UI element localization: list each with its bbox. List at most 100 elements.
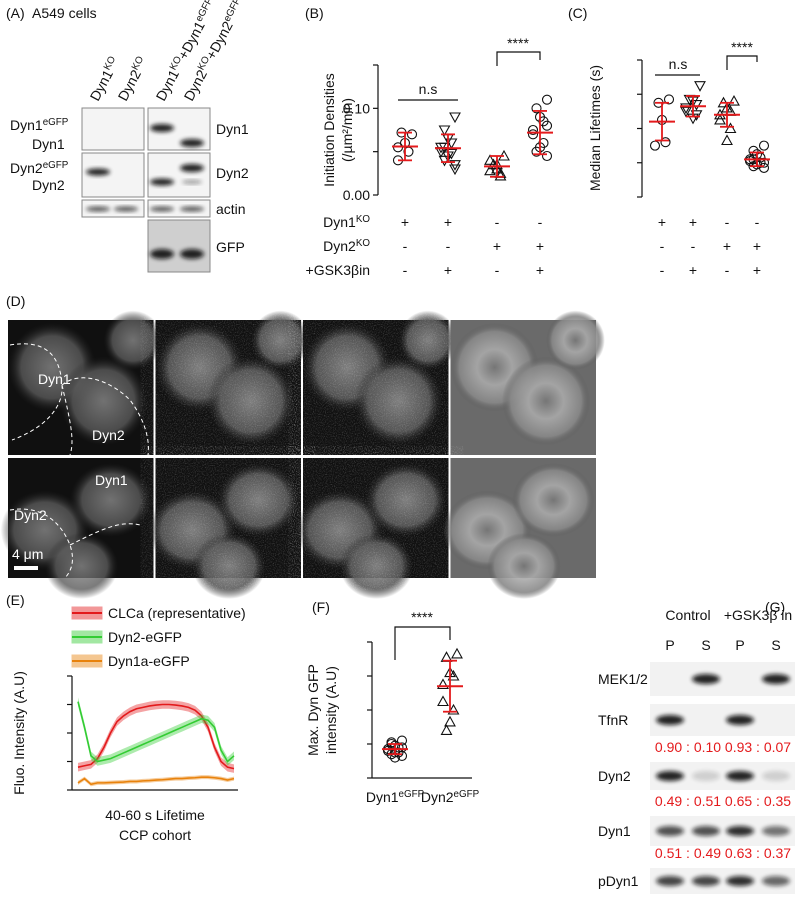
panel-label: (G) [765, 599, 785, 615]
lane-label: S [701, 637, 710, 653]
data-point [527, 129, 539, 140]
condition-sign: - [725, 262, 730, 278]
blot-band [150, 206, 174, 212]
data-point [451, 647, 463, 659]
data-point [690, 99, 703, 111]
blot-band [150, 124, 174, 132]
data-point [406, 129, 418, 140]
blot-band [726, 826, 754, 836]
data-point [728, 94, 740, 106]
row-label: Dyn2 [216, 165, 249, 181]
condition-sign: + [689, 214, 697, 230]
row-label: Dyn1 [216, 121, 249, 137]
blot-band [762, 826, 790, 836]
data-point [680, 103, 692, 115]
y-axis-label: Median Lifetimes (s) [587, 65, 603, 191]
blot-band [86, 168, 110, 176]
data-point [531, 103, 542, 114]
blot-band [180, 164, 204, 172]
ratio-label: 0.49 : 0.51 [655, 793, 721, 809]
panel-label: (B) [305, 5, 324, 21]
data-point [541, 120, 553, 131]
superscript: eGFP [43, 160, 69, 171]
superscript: KO [356, 214, 371, 225]
condition-sign: - [495, 214, 500, 230]
data-point [393, 742, 404, 753]
row-label: actin [216, 201, 246, 217]
superscript: KO [356, 238, 371, 249]
annotation: n.s [669, 56, 688, 72]
series-line [77, 701, 235, 763]
blot-band [692, 876, 720, 886]
cell-label: Dyn1 [95, 472, 128, 488]
text-part: Dyn2 [421, 789, 454, 805]
data-point [690, 110, 703, 121]
cell-label: Dyn1 [38, 371, 71, 387]
blot-band [762, 771, 790, 781]
condition-sign: + [401, 214, 409, 230]
text-part: Dyn2 [323, 238, 356, 254]
row-label: Dyn1eGFP [10, 117, 69, 134]
blot [147, 219, 211, 273]
blot-band [762, 674, 790, 684]
condition-sign: - [403, 262, 408, 278]
blot-band [150, 178, 174, 186]
x-tick-label: Dyn2eGFP [421, 789, 480, 806]
condition-label: +GSK3βin [306, 262, 370, 278]
ratio-label: 0.63 : 0.37 [725, 845, 791, 861]
data-point [714, 113, 726, 125]
panel-label: (D) [6, 293, 25, 309]
data-point [680, 106, 692, 118]
blot [81, 199, 145, 218]
puncta [303, 320, 449, 455]
legend-label: CLCa (representative) [108, 605, 246, 621]
condition-sign: + [753, 262, 761, 278]
text-part: Dyn1 [32, 136, 65, 152]
data-point [449, 112, 461, 124]
series-line [77, 776, 235, 786]
series-line [77, 703, 235, 770]
data-point [531, 146, 542, 157]
blot-band [726, 715, 754, 725]
text-part: +GSK3βin [306, 262, 370, 278]
condition-sign: + [444, 262, 452, 278]
condition-sign: - [495, 262, 500, 278]
blot-band [726, 876, 754, 886]
ratio-label: 0.93 : 0.07 [725, 739, 791, 755]
annotation: **** [411, 609, 433, 625]
panel-title: A549 cells [32, 5, 97, 21]
text-part: Dyn2 [115, 67, 145, 104]
superscript: eGFP [399, 789, 425, 800]
cell-signal [59, 356, 148, 446]
blot-band [656, 715, 684, 725]
blot-band [114, 206, 138, 212]
legend-label: Dyn2-eGFP [108, 629, 182, 645]
puncta [155, 320, 301, 455]
condition-sign: + [658, 214, 666, 230]
condition-sign: + [689, 262, 697, 278]
row-label: TfnR [598, 712, 628, 728]
blot-band [656, 771, 684, 781]
superscript: eGFP [221, 0, 243, 23]
y-axis-label: Initiation Densities [321, 73, 337, 187]
blot-band [692, 674, 720, 684]
row-label: Dyn2eGFP [10, 160, 69, 177]
group-header: +GSK3β in [724, 607, 792, 623]
row-label: Dyn2 [32, 177, 65, 193]
ratio-label: 0.51 : 0.49 [655, 845, 721, 861]
data-point [382, 745, 394, 756]
blot-band [86, 206, 110, 212]
cell-label: Dyn2 [92, 427, 125, 443]
ratio-label: 0.65 : 0.35 [725, 793, 791, 809]
cell-outline [9, 343, 149, 456]
cell-signal [44, 533, 119, 599]
data-point [449, 164, 461, 176]
condition-sign: - [538, 214, 543, 230]
data-point [437, 695, 449, 707]
y-axis-label: Max. Dyn GFP [305, 664, 321, 756]
y-axis-label: intensity (A.U) [323, 666, 339, 754]
text-part: +Dyn2 [203, 18, 236, 62]
lane-label: P [665, 637, 674, 653]
blot-band [180, 139, 204, 147]
data-point [494, 169, 507, 181]
